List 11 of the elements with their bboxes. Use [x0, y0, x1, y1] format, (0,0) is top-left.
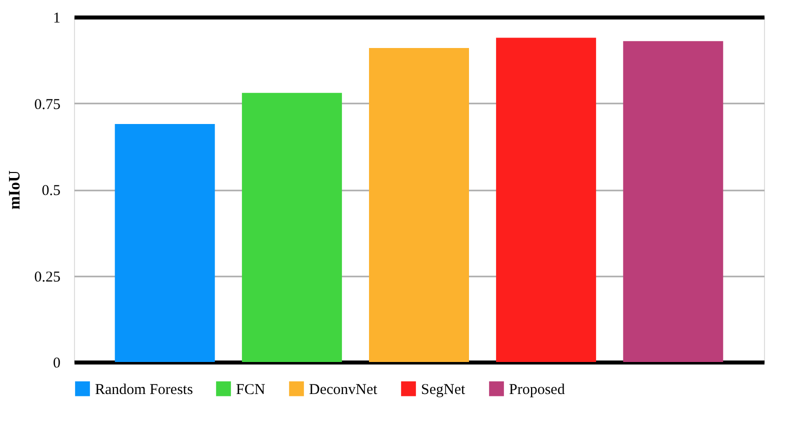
y-tick-label: 0.25 — [34, 269, 60, 286]
y-axis-title: mIoU — [6, 170, 24, 210]
legend-label: Random Forests — [95, 382, 194, 398]
y-tick-label: 0 — [53, 356, 60, 372]
y-tick-label: 1 — [53, 10, 60, 26]
y-tick-label: 0.5 — [42, 183, 60, 199]
y-tick-label: 0.75 — [34, 96, 60, 113]
legend-label: DeconvNet — [309, 382, 378, 398]
legend-label: Proposed — [509, 382, 566, 398]
legend-label: FCN — [236, 382, 266, 398]
legend-label: SegNet — [421, 382, 466, 398]
